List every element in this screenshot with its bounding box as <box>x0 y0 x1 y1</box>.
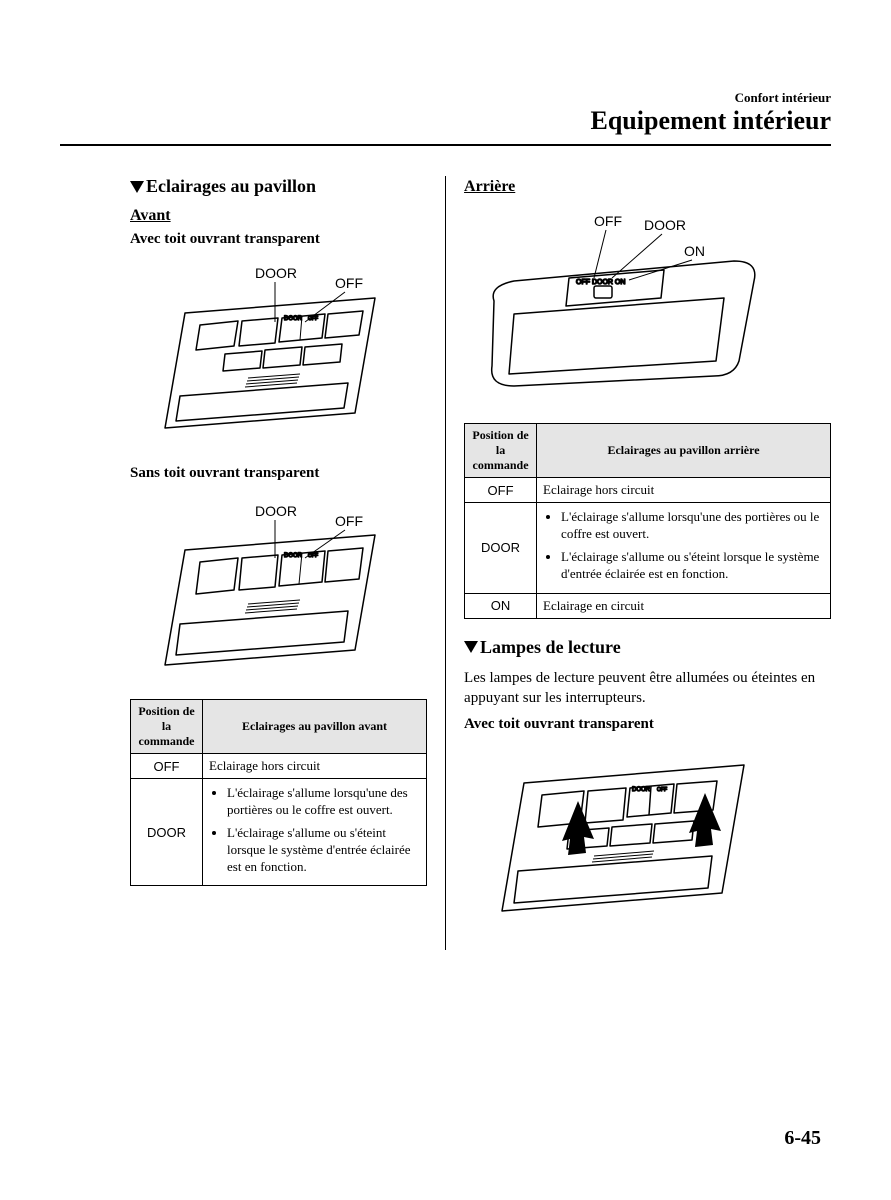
header-section: Confort intérieur <box>60 90 831 106</box>
body-lampes: Les lampes de lecture peuvent être allum… <box>464 668 831 709</box>
bullet-item: L'éclairage s'allume ou s'éteint lorsque… <box>227 825 420 876</box>
triangle-down-icon <box>464 641 478 653</box>
diagram-rear-light: OFF DOOR ON OFF DOOR ON <box>464 206 831 401</box>
page-number: 6-45 <box>784 1127 821 1150</box>
svg-text:DOOR: DOOR <box>255 503 297 519</box>
table-rear-col1: Position de la commande <box>465 424 537 478</box>
table-rear-lights: Position de la commande Eclairages au pa… <box>464 423 831 619</box>
subheading-avant: Avant <box>130 207 427 225</box>
table-front-lights: Position de la commande Eclairages au pa… <box>130 699 427 886</box>
table-cell-pos: DOOR <box>465 503 537 594</box>
arrow-up-icon <box>689 793 721 847</box>
table-row: OFF Eclairage hors circuit <box>465 478 831 503</box>
bullet-item: L'éclairage s'allume lorsqu'une des port… <box>561 509 824 543</box>
subheading-sans-toit: Sans toit ouvrant transparent <box>130 465 427 482</box>
section-heading-text: Lampes de lecture <box>480 637 621 658</box>
svg-text:ON: ON <box>684 243 705 259</box>
header-rule <box>60 144 831 146</box>
table-cell-pos: OFF <box>131 754 203 779</box>
bullet-item: L'éclairage s'allume lorsqu'une des port… <box>227 785 420 819</box>
svg-text:DOOR: DOOR <box>632 787 651 793</box>
svg-text:OFF: OFF <box>335 513 363 529</box>
diagram-front-without-sunroof: DOOR OFF DOOR OFF <box>130 492 427 677</box>
table-cell-desc: Eclairage hors circuit <box>203 754 427 779</box>
triangle-down-icon <box>130 181 144 193</box>
table-row: DOOR L'éclairage s'allume lorsqu'une des… <box>131 779 427 886</box>
diagram-label-off: OFF <box>335 275 363 291</box>
svg-text:OFF: OFF <box>594 213 622 229</box>
svg-text:DOOR: DOOR <box>284 316 303 322</box>
subheading-arriere: Arrière <box>464 178 831 196</box>
table-cell-pos: DOOR <box>131 779 203 886</box>
table-front-col2: Eclairages au pavillon avant <box>203 700 427 754</box>
svg-text:DOOR: DOOR <box>284 553 303 559</box>
table-cell-pos: ON <box>465 593 537 618</box>
section-heading-lampes: Lampes de lecture <box>464 637 831 658</box>
svg-text:OFF: OFF <box>657 787 667 793</box>
svg-text:DOOR: DOOR <box>644 217 686 233</box>
diagram-reading-lamps: DOOR OFF <box>464 743 831 928</box>
svg-text:OFF DOOR ON: OFF DOOR ON <box>576 279 625 286</box>
subheading-avec-toit: Avec toit ouvrant transparent <box>130 231 427 248</box>
section-heading-text: Eclairages au pavillon <box>146 176 316 197</box>
bullet-item: L'éclairage s'allume ou s'éteint lorsque… <box>561 549 824 583</box>
table-row: OFF Eclairage hors circuit <box>131 754 427 779</box>
header-title: Equipement intérieur <box>60 106 831 136</box>
svg-text:OFF: OFF <box>308 553 318 559</box>
table-cell-desc: Eclairage hors circuit <box>537 478 831 503</box>
table-cell-desc: L'éclairage s'allume lorsqu'une des port… <box>203 779 427 886</box>
table-row: ON Eclairage en circuit <box>465 593 831 618</box>
table-row: DOOR L'éclairage s'allume lorsqu'une des… <box>465 503 831 594</box>
diagram-front-with-sunroof: DOOR OFF DOOR OFF <box>130 258 427 443</box>
subheading-lampes-avec-toit: Avec toit ouvrant transparent <box>464 716 831 733</box>
table-cell-desc: L'éclairage s'allume lorsqu'une des port… <box>537 503 831 594</box>
table-rear-col2: Eclairages au pavillon arrière <box>537 424 831 478</box>
left-column: Eclairages au pavillon Avant Avec toit o… <box>60 176 445 950</box>
svg-text:OFF: OFF <box>308 316 318 322</box>
diagram-label-door: DOOR <box>255 265 297 281</box>
section-heading-eclairages: Eclairages au pavillon <box>130 176 427 197</box>
right-column: Arrière OFF DOOR ON OFF DOOR ON <box>446 176 831 950</box>
table-cell-desc: Eclairage en circuit <box>537 593 831 618</box>
table-cell-pos: OFF <box>465 478 537 503</box>
table-front-col1: Position de la commande <box>131 700 203 754</box>
